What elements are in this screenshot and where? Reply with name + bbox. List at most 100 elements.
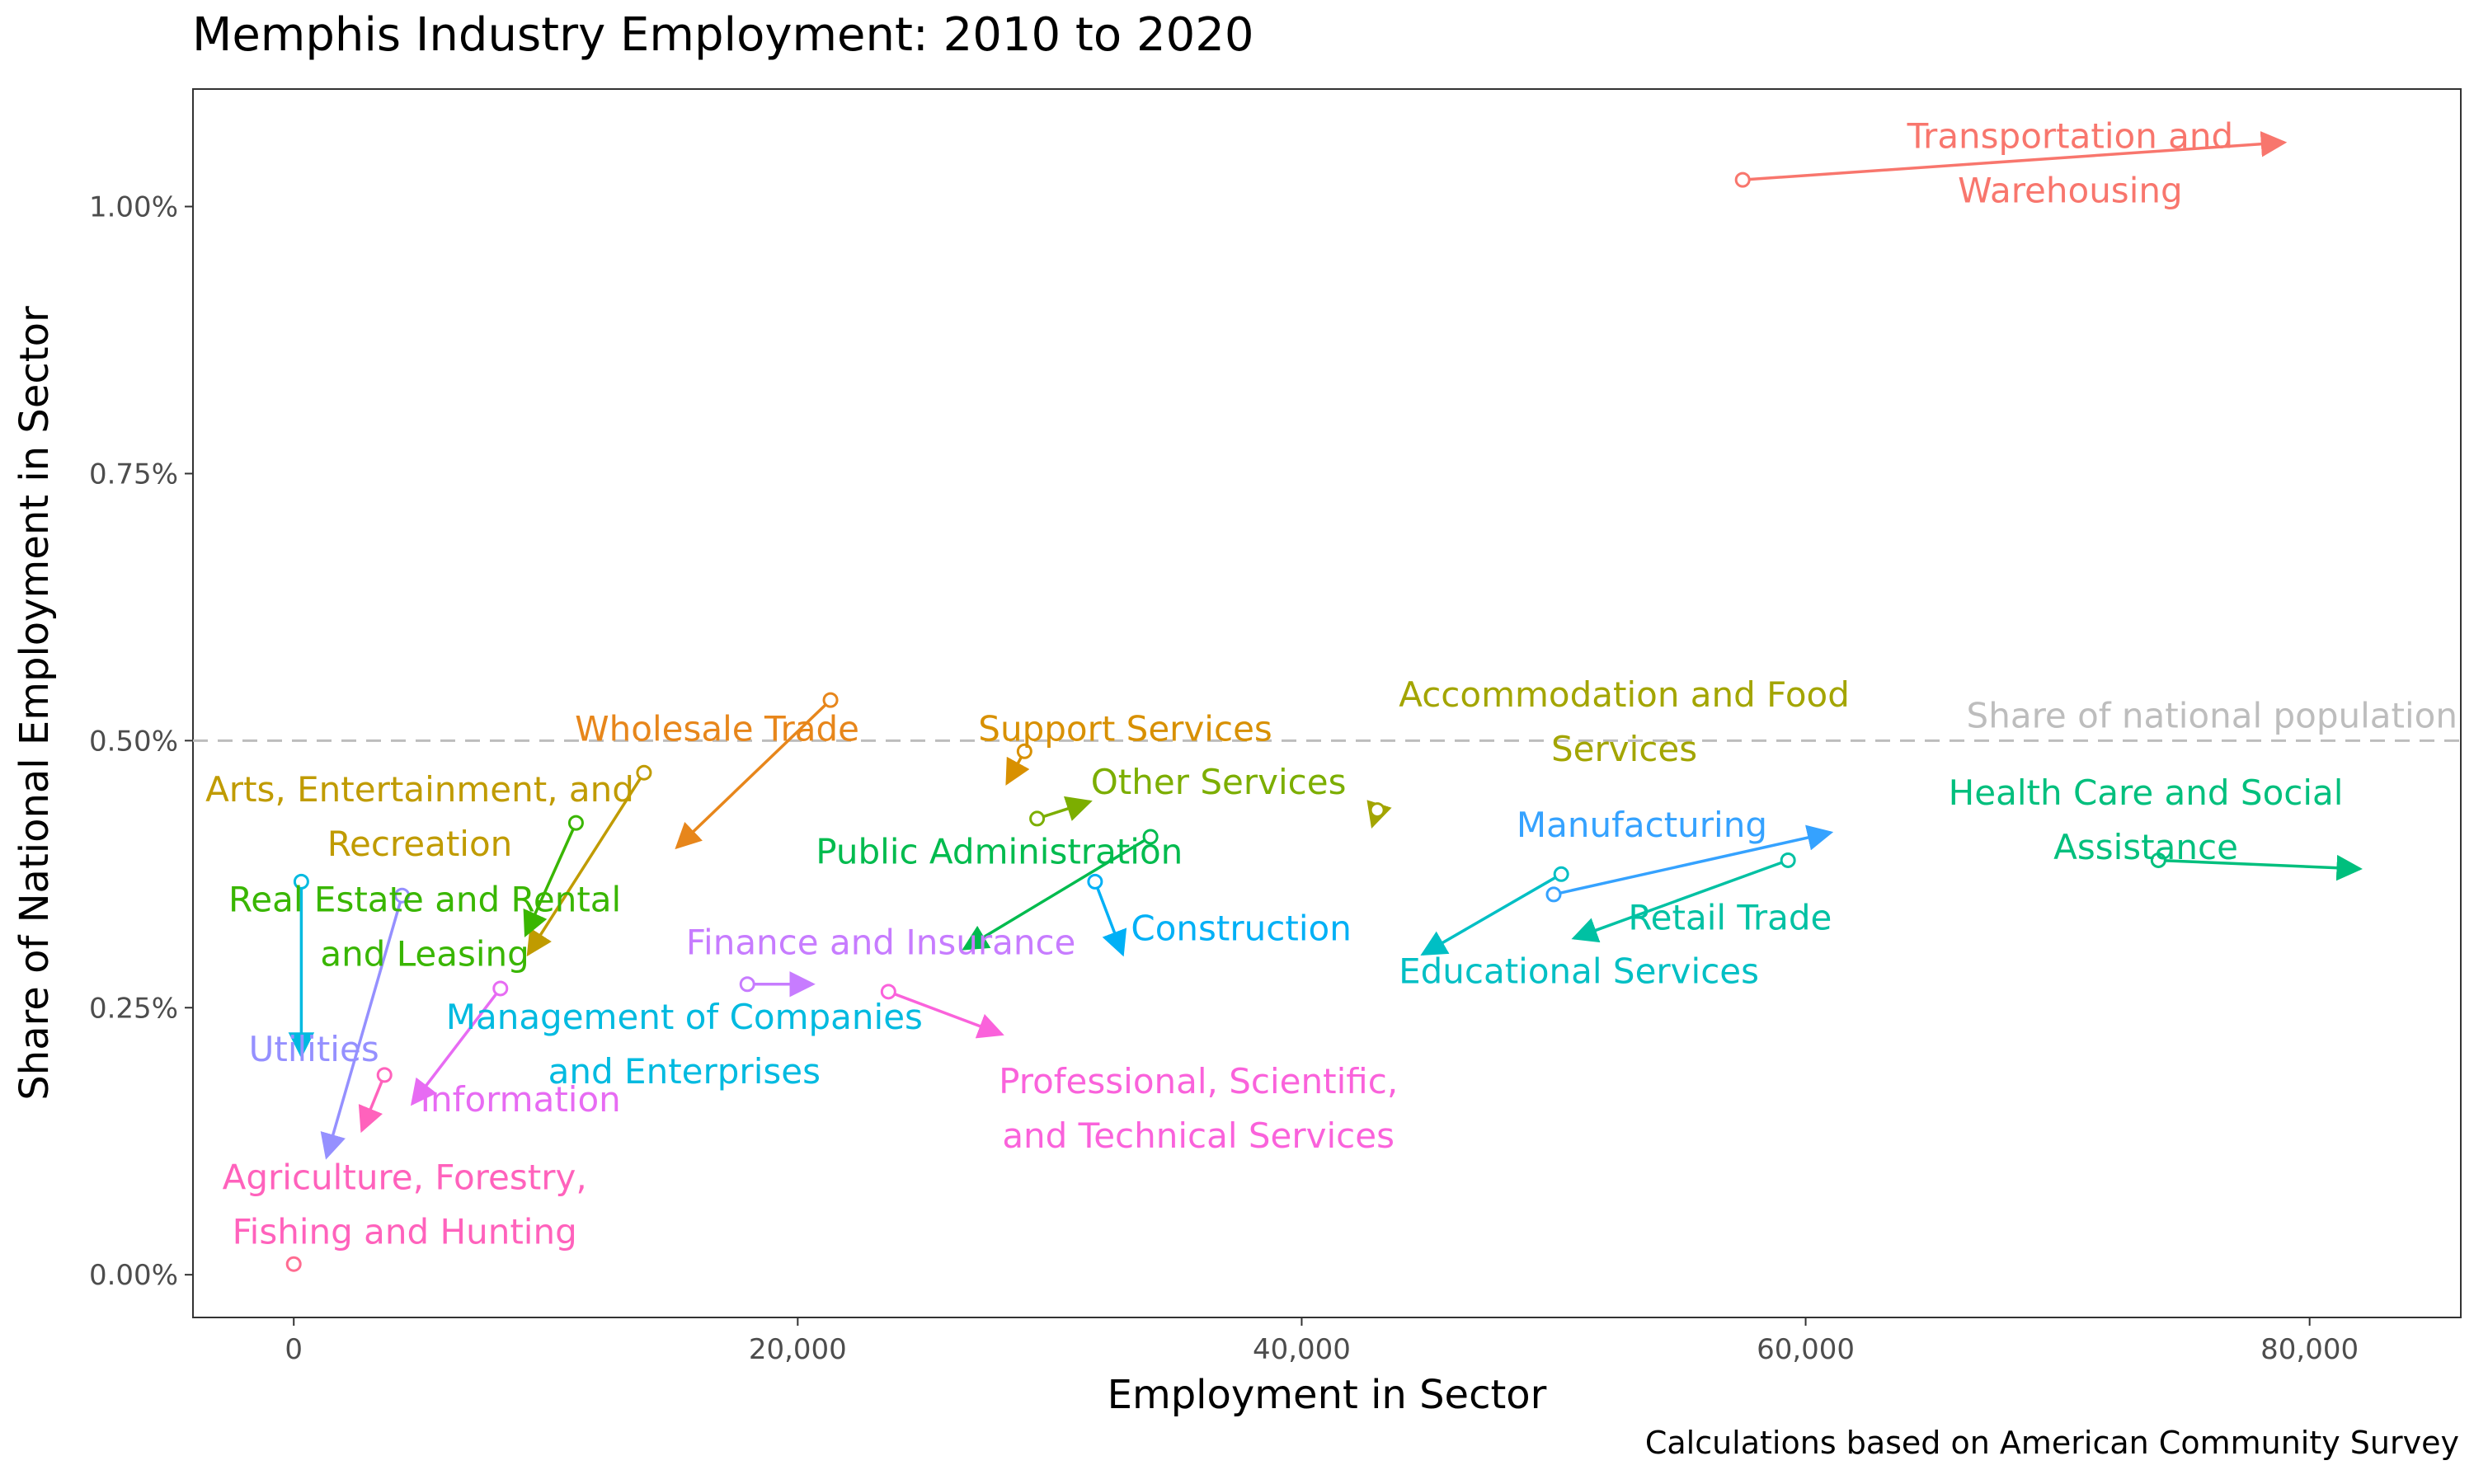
series-label-line: Accommodation and Food bbox=[1399, 674, 1850, 715]
series-label: Arts, Entertainment, and Recreation bbox=[205, 769, 634, 864]
point-2010 bbox=[2150, 852, 2166, 868]
series-label-line: Utilities bbox=[249, 1029, 379, 1069]
series-arrow bbox=[410, 987, 502, 1106]
point-2010 bbox=[376, 1067, 393, 1083]
point-2010 bbox=[1545, 886, 1562, 903]
point-2010 bbox=[822, 692, 839, 708]
chart-title: Memphis Industry Employment: 2010 to 202… bbox=[192, 8, 1254, 62]
series-arrow bbox=[1571, 858, 1789, 943]
point-2010 bbox=[492, 980, 509, 997]
series-label-line: Educational Services bbox=[1399, 951, 1759, 991]
series-label: Transportation and Warehousing bbox=[1907, 115, 2234, 210]
series-label: Finance and Insurance bbox=[686, 922, 1075, 962]
series-arrow bbox=[523, 822, 578, 938]
series-label-line: Arts, Entertainment, and bbox=[205, 769, 634, 810]
series-arrow bbox=[1743, 131, 2288, 181]
series-label-line: Other Services bbox=[1091, 762, 1347, 802]
point-2010 bbox=[1369, 802, 1385, 819]
series-arrow bbox=[358, 1074, 386, 1134]
series-label: Other Services bbox=[1091, 762, 1347, 802]
series-label-line: Information bbox=[421, 1079, 621, 1120]
series-label-line: Transportation and bbox=[1907, 115, 2234, 156]
series-label-line: Retail Trade bbox=[1628, 898, 1832, 938]
series-label-line: Real Estate and Rental bbox=[228, 880, 621, 920]
y-tick-label: 1.00% bbox=[89, 191, 178, 224]
series-label-line: Finance and Insurance bbox=[686, 922, 1075, 962]
series-label-line: and Leasing bbox=[320, 934, 529, 974]
y-tick-label: 0.75% bbox=[89, 458, 178, 491]
series-label: Wholesale Trade bbox=[575, 708, 859, 749]
series-label: Accommodation and Food Services bbox=[1399, 674, 1850, 769]
point-2010 bbox=[739, 976, 755, 993]
series-arrow bbox=[320, 895, 404, 1160]
series-label: Public Administration bbox=[816, 831, 1183, 871]
series-label: Management of Companies and Enterprises bbox=[446, 997, 923, 1092]
point-2010 bbox=[1142, 829, 1159, 845]
series-label-line: Wholesale Trade bbox=[575, 708, 859, 749]
series-label: Support Services bbox=[978, 708, 1272, 749]
series-label-line: Fishing and Hunting bbox=[233, 1212, 577, 1252]
x-tick-label: 80,000 bbox=[2260, 1333, 2359, 1366]
series-label: Manufacturing bbox=[1517, 805, 1767, 845]
reference-line-label: Share of national population bbox=[1967, 695, 2458, 735]
series-label-line: Health Care and Social bbox=[1949, 773, 2344, 813]
series-arrow bbox=[1420, 872, 1563, 956]
point-2010 bbox=[1016, 743, 1032, 759]
y-tick-label: 0.50% bbox=[89, 725, 178, 758]
y-tick-label: 0.25% bbox=[89, 992, 178, 1025]
series-label-line: Manufacturing bbox=[1517, 805, 1767, 845]
series-arrow bbox=[887, 990, 1004, 1039]
series-label-line: Public Administration bbox=[816, 831, 1183, 871]
point-2010 bbox=[1087, 873, 1103, 890]
point-2010 bbox=[1553, 866, 1569, 882]
series-label: Educational Services bbox=[1399, 951, 1759, 991]
series-arrow bbox=[962, 835, 1152, 951]
point-2010 bbox=[1780, 852, 1796, 868]
series-label: Information bbox=[421, 1079, 621, 1120]
point-2010 bbox=[567, 815, 584, 831]
series-arrow bbox=[1037, 796, 1093, 821]
point-2010 bbox=[880, 984, 896, 1000]
series-label: Professional, Scientific, and Technical S… bbox=[999, 1061, 1398, 1156]
point-2010 bbox=[293, 873, 309, 890]
series-label: Retail Trade bbox=[1628, 898, 1832, 938]
y-tick-label: 0.00% bbox=[89, 1259, 178, 1292]
series-arrow bbox=[1094, 881, 1127, 957]
arrows-layer bbox=[285, 131, 2363, 1272]
x-tick-label: 60,000 bbox=[1757, 1333, 1855, 1366]
series-label-line: Agriculture, Forestry, bbox=[223, 1158, 587, 1198]
point-2010 bbox=[1734, 171, 1751, 188]
x-tick-label: 0 bbox=[285, 1333, 303, 1366]
labels-layer: Transportation and Warehousing Wholesale T… bbox=[205, 115, 2343, 1252]
series-label: Utilities bbox=[249, 1029, 379, 1069]
series-label: Health Care and Social Assistance bbox=[1949, 773, 2344, 867]
series-label-line: Professional, Scientific, bbox=[999, 1061, 1398, 1101]
series-label-line: Services bbox=[1551, 729, 1697, 769]
series-arrow bbox=[1553, 824, 1834, 896]
point-2010 bbox=[394, 887, 411, 904]
series-label-line: Management of Companies bbox=[446, 997, 923, 1037]
plot-panel bbox=[192, 88, 2462, 1318]
series-label: Real Estate and Rental and Leasing bbox=[228, 880, 621, 974]
series-label-line: Assistance bbox=[2053, 827, 2238, 867]
series-label: Construction bbox=[1131, 909, 1351, 949]
series-arrow bbox=[526, 772, 646, 957]
series-label-line: Construction bbox=[1131, 909, 1351, 949]
x-tick-label: 20,000 bbox=[749, 1333, 847, 1366]
series-label-line: Recreation bbox=[327, 824, 513, 864]
series-label-line: Support Services bbox=[978, 708, 1272, 749]
series-arrow bbox=[675, 698, 832, 850]
series-label-line: Warehousing bbox=[1958, 170, 2183, 210]
series-label-line: and Technical Services bbox=[1002, 1115, 1395, 1156]
point-2010 bbox=[285, 1256, 302, 1272]
series-label: Agriculture, Forestry, Fishing and Huntin… bbox=[223, 1158, 587, 1252]
point-2010 bbox=[1029, 810, 1046, 827]
x-tick-label: 40,000 bbox=[1253, 1333, 1351, 1366]
series-arrow bbox=[2158, 854, 2363, 881]
x-axis-title: Employment in Sector bbox=[1108, 1372, 1547, 1418]
point-2010 bbox=[636, 764, 652, 781]
series-label-line: and Enterprises bbox=[548, 1051, 821, 1092]
axes: 0 20,000 40,000 60,000 80,000 0.00% 0.25% 0.50%… bbox=[89, 191, 2359, 1366]
chart-caption: Calculations based on American Community… bbox=[1644, 1425, 2459, 1461]
